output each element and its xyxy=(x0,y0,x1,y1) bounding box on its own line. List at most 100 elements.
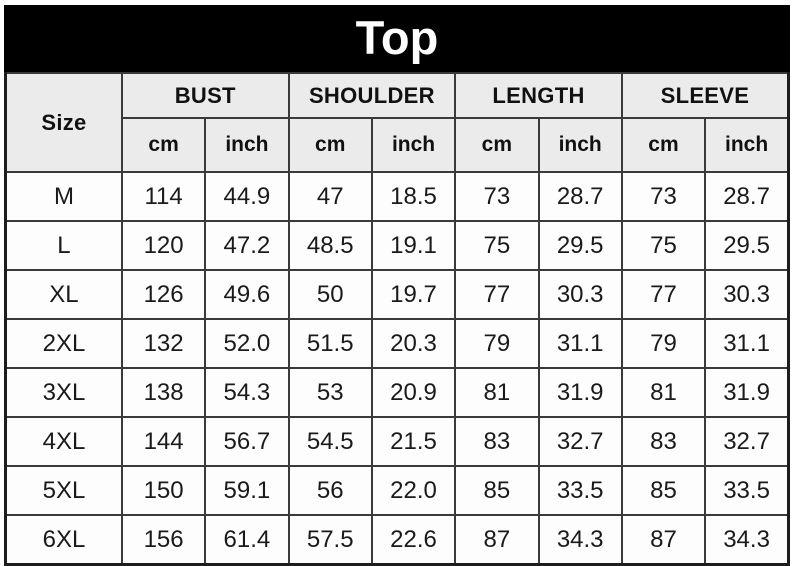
cell-sleeve-inch: 33.5 xyxy=(704,465,790,516)
cell-shoulder-inch: 22.0 xyxy=(370,465,457,516)
cell-bust-cm: 156 xyxy=(120,514,207,566)
size-chart-table: Size BUST SHOULDER LENGTH SLEEVE cm inch… xyxy=(4,72,790,566)
cell-bust-cm: 144 xyxy=(120,416,207,467)
cell-length-cm: 81 xyxy=(454,367,540,418)
unit-header-length-inch: inch xyxy=(537,117,623,173)
cell-length-inch: 31.9 xyxy=(537,367,623,418)
cell-bust-cm: 150 xyxy=(120,465,207,516)
cell-shoulder-inch: 22.6 xyxy=(370,514,457,566)
cell-length-inch: 34.3 xyxy=(537,514,623,566)
size-label: L xyxy=(4,220,123,271)
cell-shoulder-cm: 53 xyxy=(287,367,373,418)
cell-sleeve-cm: 73 xyxy=(620,171,707,222)
cell-bust-cm: 138 xyxy=(120,367,207,418)
cell-bust-inch: 61.4 xyxy=(204,514,290,566)
table-header: Size BUST SHOULDER LENGTH SLEEVE cm inch… xyxy=(4,72,790,173)
cell-shoulder-inch: 20.9 xyxy=(370,367,457,418)
cell-length-inch: 33.5 xyxy=(537,465,623,516)
cell-length-inch: 28.7 xyxy=(537,171,623,222)
chart-title-bar: Top xyxy=(4,5,790,72)
size-label: 6XL xyxy=(4,514,123,566)
size-label: M xyxy=(4,171,123,222)
size-label: 5XL xyxy=(4,465,123,516)
cell-bust-inch: 44.9 xyxy=(204,171,290,222)
cell-sleeve-cm: 85 xyxy=(620,465,707,516)
cell-sleeve-inch: 34.3 xyxy=(704,514,790,566)
unit-header-bust-cm: cm xyxy=(120,117,207,173)
cell-shoulder-cm: 54.5 xyxy=(287,416,373,467)
cell-shoulder-cm: 56 xyxy=(287,465,373,516)
unit-header-shoulder-cm: cm xyxy=(287,117,373,173)
cell-bust-cm: 126 xyxy=(120,269,207,320)
cell-bust-cm: 132 xyxy=(120,318,207,369)
unit-header-shoulder-inch: inch xyxy=(370,117,457,173)
cell-shoulder-inch: 18.5 xyxy=(370,171,457,222)
unit-header-length-cm: cm xyxy=(454,117,540,173)
cell-bust-inch: 56.7 xyxy=(204,416,290,467)
cell-sleeve-inch: 32.7 xyxy=(704,416,790,467)
table-row: M 114 44.9 47 18.5 73 28.7 73 28.7 xyxy=(4,171,790,222)
cell-sleeve-inch: 28.7 xyxy=(704,171,790,222)
table-row: 4XL 144 56.7 54.5 21.5 83 32.7 83 32.7 xyxy=(4,416,790,467)
cell-sleeve-cm: 83 xyxy=(620,416,707,467)
cell-length-inch: 30.3 xyxy=(537,269,623,320)
table-row: 6XL 156 61.4 57.5 22.6 87 34.3 87 34.3 xyxy=(4,514,790,566)
cell-shoulder-cm: 47 xyxy=(287,171,373,222)
cell-shoulder-inch: 19.1 xyxy=(370,220,457,271)
cell-length-inch: 31.1 xyxy=(537,318,623,369)
table-row: XL 126 49.6 50 19.7 77 30.3 77 30.3 xyxy=(4,269,790,320)
cell-sleeve-cm: 77 xyxy=(620,269,707,320)
size-label: 4XL xyxy=(4,416,123,467)
cell-length-cm: 87 xyxy=(454,514,540,566)
size-label: XL xyxy=(4,269,123,320)
column-header-size: Size xyxy=(4,72,123,173)
cell-shoulder-cm: 50 xyxy=(287,269,373,320)
cell-shoulder-cm: 51.5 xyxy=(287,318,373,369)
table-row: 2XL 132 52.0 51.5 20.3 79 31.1 79 31.1 xyxy=(4,318,790,369)
cell-sleeve-cm: 75 xyxy=(620,220,707,271)
cell-shoulder-inch: 21.5 xyxy=(370,416,457,467)
cell-sleeve-inch: 31.1 xyxy=(704,318,790,369)
cell-length-cm: 77 xyxy=(454,269,540,320)
cell-length-cm: 85 xyxy=(454,465,540,516)
table-row: 5XL 150 59.1 56 22.0 85 33.5 85 33.5 xyxy=(4,465,790,516)
cell-length-inch: 29.5 xyxy=(537,220,623,271)
cell-bust-inch: 52.0 xyxy=(204,318,290,369)
size-label: 2XL xyxy=(4,318,123,369)
cell-length-inch: 32.7 xyxy=(537,416,623,467)
cell-length-cm: 83 xyxy=(454,416,540,467)
column-header-length: LENGTH xyxy=(454,72,623,119)
header-row-groups: Size BUST SHOULDER LENGTH SLEEVE xyxy=(4,72,790,173)
cell-bust-inch: 54.3 xyxy=(204,367,290,418)
cell-shoulder-inch: 19.7 xyxy=(370,269,457,320)
cell-length-cm: 73 xyxy=(454,171,540,222)
column-header-bust: BUST xyxy=(120,72,290,119)
cell-shoulder-cm: 57.5 xyxy=(287,514,373,566)
column-header-sleeve: SLEEVE xyxy=(620,72,790,119)
cell-bust-inch: 49.6 xyxy=(204,269,290,320)
unit-header-bust-inch: inch xyxy=(204,117,290,173)
cell-sleeve-inch: 30.3 xyxy=(704,269,790,320)
cell-shoulder-inch: 20.3 xyxy=(370,318,457,369)
cell-bust-inch: 47.2 xyxy=(204,220,290,271)
cell-length-cm: 75 xyxy=(454,220,540,271)
table-row: L 120 47.2 48.5 19.1 75 29.5 75 29.5 xyxy=(4,220,790,271)
size-label: 3XL xyxy=(4,367,123,418)
page-title: Top xyxy=(355,11,439,64)
unit-header-sleeve-inch: inch xyxy=(704,117,790,173)
table-row: 3XL 138 54.3 53 20.9 81 31.9 81 31.9 xyxy=(4,367,790,418)
cell-sleeve-inch: 29.5 xyxy=(704,220,790,271)
header-row-units: cm inch cm inch cm inch cm inch xyxy=(6,117,790,173)
cell-sleeve-cm: 81 xyxy=(620,367,707,418)
unit-header-sleeve-cm: cm xyxy=(620,117,707,173)
column-header-shoulder: SHOULDER xyxy=(287,72,457,119)
cell-bust-cm: 114 xyxy=(120,171,207,222)
cell-sleeve-inch: 31.9 xyxy=(704,367,790,418)
cell-sleeve-cm: 87 xyxy=(620,514,707,566)
cell-bust-inch: 59.1 xyxy=(204,465,290,516)
cell-length-cm: 79 xyxy=(454,318,540,369)
cell-bust-cm: 120 xyxy=(120,220,207,271)
cell-sleeve-cm: 79 xyxy=(620,318,707,369)
cell-shoulder-cm: 48.5 xyxy=(287,220,373,271)
